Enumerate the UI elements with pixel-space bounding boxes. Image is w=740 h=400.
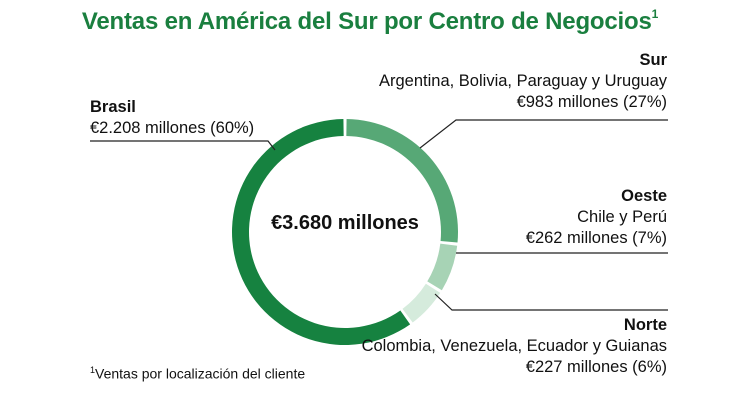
slice-label-norte: Norte Colombia, Venezuela, Ecuador y Gui… bbox=[362, 315, 667, 378]
leader-line-brasil bbox=[90, 140, 276, 151]
slice-label-oeste: Oeste Chile y Perú €262 millones (7%) bbox=[526, 186, 667, 249]
chart-title: Ventas en América del Sur por Centro de … bbox=[81, 7, 659, 35]
slice-value-norte: €227 millones (6%) bbox=[525, 358, 667, 376]
slice-name-oeste: Oeste bbox=[621, 187, 667, 205]
slice-name-sur: Sur bbox=[639, 51, 667, 69]
footnote: 1Ventas por localización del cliente bbox=[90, 365, 306, 382]
slice-name-norte: Norte bbox=[623, 316, 667, 334]
donut-slice-sur bbox=[346, 119, 458, 243]
slice-value-sur: €983 millones (27%) bbox=[516, 93, 667, 111]
slice-label-brasil: Brasil €2.208 millones (60%) bbox=[90, 97, 254, 139]
slice-detail-norte: Colombia, Venezuela, Ecuador y Guianas bbox=[361, 337, 667, 355]
slice-name-brasil: Brasil bbox=[90, 98, 136, 116]
footnote-marker: 1 bbox=[90, 365, 96, 375]
leader-line-sur bbox=[419, 119, 668, 149]
slice-label-sur: Sur Argentina, Bolivia, Paraguay y Urugu… bbox=[379, 50, 667, 113]
donut-slice-norte bbox=[402, 283, 441, 323]
slice-detail-oeste: Chile y Perú bbox=[577, 208, 667, 226]
slice-detail-sur: Argentina, Bolivia, Paraguay y Uruguay bbox=[379, 72, 667, 90]
slice-value-oeste: €262 millones (7%) bbox=[525, 229, 667, 247]
leader-line-norte bbox=[434, 293, 668, 311]
slice-value-brasil: €2.208 millones (60%) bbox=[90, 119, 255, 137]
title-footnote-marker: 1 bbox=[651, 7, 659, 21]
donut-slice-oeste bbox=[427, 243, 458, 291]
donut-slice-brasil bbox=[231, 119, 411, 345]
donut-center-label: €3.680 millones bbox=[271, 212, 419, 234]
